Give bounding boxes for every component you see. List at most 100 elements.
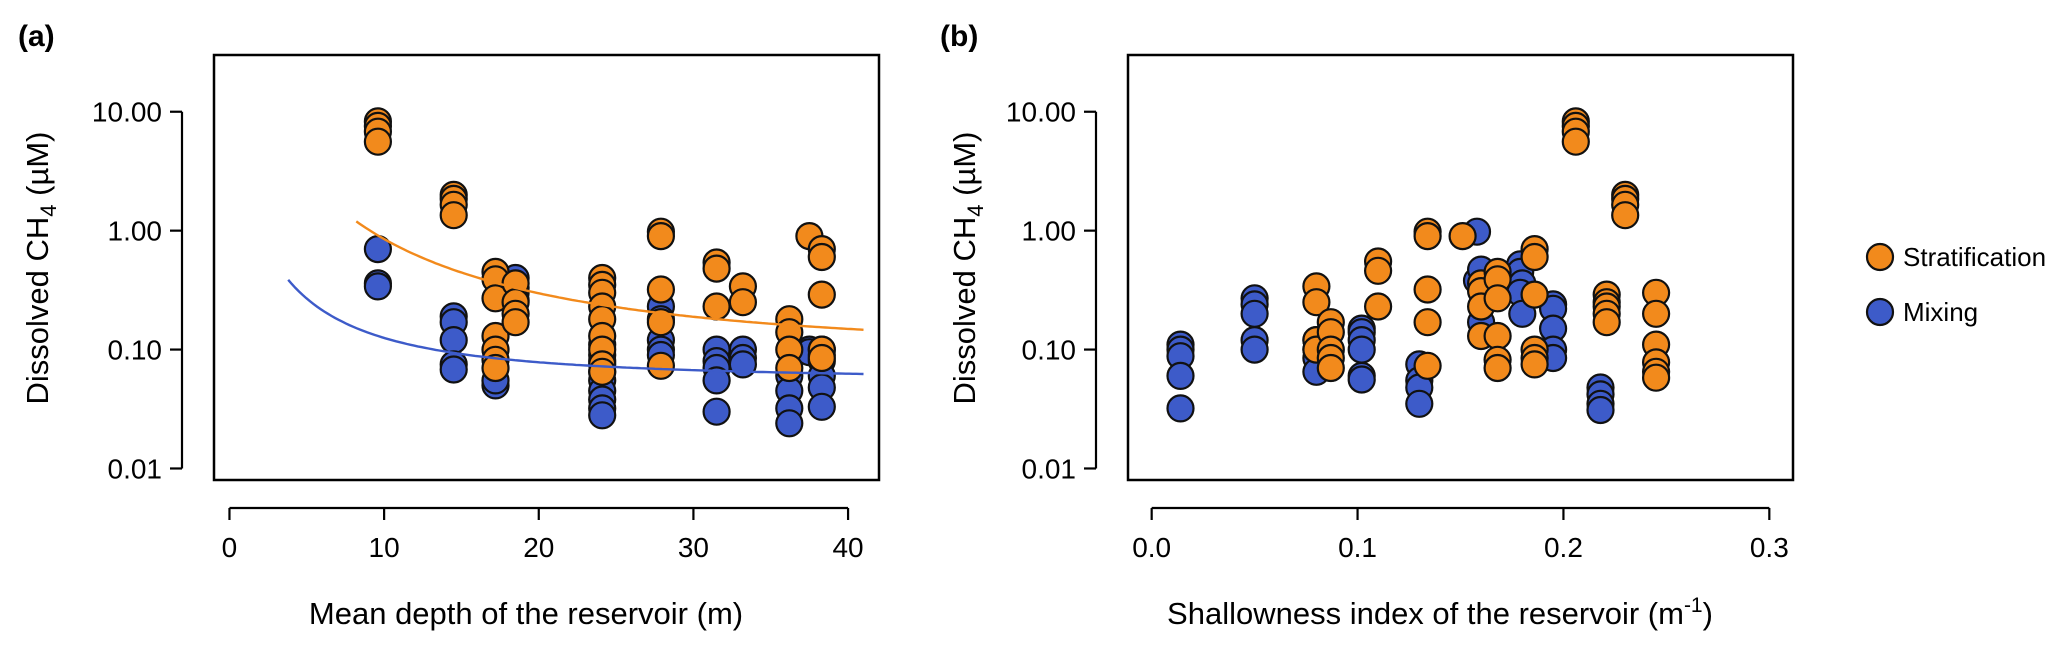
panel-b-point-stratification xyxy=(1363,256,1393,285)
panel-b-point-stratification xyxy=(1316,353,1345,383)
panel-a-point-stratification xyxy=(588,357,617,386)
panel-a-x-axis-label: Mean depth of the reservoir (m) xyxy=(309,596,743,631)
panel-b-point-stratification xyxy=(1641,363,1671,392)
panel-b-point-stratification xyxy=(1483,353,1512,383)
panel-b-point-stratification xyxy=(1302,288,1331,317)
panel-a-x-tick-label: 20 xyxy=(523,532,554,563)
panel-b-point-stratification xyxy=(1363,292,1393,321)
panel-a-fit-line-mixing xyxy=(287,279,864,376)
panel-a-point-stratification xyxy=(439,201,468,230)
panel-b-point-stratification xyxy=(1413,351,1442,380)
panel-a-point-mixing xyxy=(439,326,468,355)
panel-b-y-label-unit: (µM) xyxy=(947,132,982,205)
legend: Stratification Mixing xyxy=(1865,242,2046,327)
panel-a-point-stratification xyxy=(646,308,676,337)
panel-a-point-mixing xyxy=(728,350,758,379)
panel-a-y-label-main: Dissolved CH xyxy=(20,217,55,405)
panel-a-x-tick-label: 10 xyxy=(369,532,400,563)
panel-a-frame xyxy=(212,53,881,482)
panel-b-point-mixing xyxy=(1240,299,1269,328)
panel-a-x-tick-label: 0 xyxy=(222,532,238,563)
panel-a-point-mixing xyxy=(702,397,731,426)
panel-a-axes: 0.01 0.10 1.00 10.00 0 10 20 30 40 xyxy=(92,97,864,563)
panel-b-point-stratification xyxy=(1483,321,1512,351)
panel-a: (a) 0.01 0.10 1.00 10.00 0 10 20 30 40 Mean dept… xyxy=(18,20,881,631)
panel-a-x-tick-label: 30 xyxy=(678,532,709,563)
panel-a-point-stratification xyxy=(363,127,392,156)
panel-b-point-stratification xyxy=(1483,284,1512,313)
panel-a-point-stratification xyxy=(728,288,758,317)
panel-a-point-mixing xyxy=(588,401,617,430)
legend-label-mixing: Mixing xyxy=(1903,297,1978,327)
panel-b-point-mixing xyxy=(1347,365,1376,394)
panel-a-y-axis-label: Dissolved CH4 (µM) xyxy=(20,132,61,405)
panel-b-point-stratification xyxy=(1520,350,1549,379)
panel-b-x-tick-label: 0.0 xyxy=(1132,532,1171,563)
panel-b-label: (b) xyxy=(940,20,978,53)
panel-b-x-tick-label: 0.1 xyxy=(1338,532,1377,563)
panel-a-fit-line-stratification xyxy=(355,220,864,331)
panel-b-x-tick-label: 0.3 xyxy=(1750,532,1789,563)
panel-a-point-mixing xyxy=(363,272,392,301)
panel-a-point-mixing xyxy=(439,355,468,384)
panel-a-point-stratification xyxy=(702,292,731,321)
panel-b-y-tick-label: 0.01 xyxy=(1022,453,1077,484)
panel-b-point-mixing xyxy=(1240,335,1269,364)
panel-a-y-tick-label: 0.10 xyxy=(108,335,163,366)
panel-a-point-mixing xyxy=(807,392,836,421)
legend-marker-stratification xyxy=(1865,242,1895,272)
panel-b-x-label-main: Shallowness index of the reservoir (m xyxy=(1167,596,1684,631)
panel-b-x-label-end: ) xyxy=(1703,596,1713,631)
panel-b-point-stratification xyxy=(1448,222,1477,251)
panel-b-y-tick-label: 1.00 xyxy=(1022,216,1077,247)
panel-a-point-stratification xyxy=(807,343,836,373)
panel-a-point-stratification xyxy=(481,353,510,383)
panel-b-y-tick-label: 10.00 xyxy=(1006,97,1076,128)
panel-a-point-stratification xyxy=(807,280,836,309)
panel-a-plot-area xyxy=(287,107,864,438)
panel-b-point-stratification xyxy=(1413,308,1442,337)
panel-a-label: (a) xyxy=(18,20,55,53)
panel-b-point-stratification xyxy=(1611,201,1640,230)
panel-a-point-mixing xyxy=(702,366,731,395)
panel-b-point-stratification xyxy=(1592,308,1621,337)
panel-b-point-mixing xyxy=(1166,361,1195,390)
panel-a-point-mixing xyxy=(775,409,804,438)
panel-b-y-label-main: Dissolved CH xyxy=(947,217,982,405)
panel-a-point-stratification xyxy=(807,242,836,272)
panel-b-point-stratification xyxy=(1641,299,1671,328)
panel-a-x-tick-label: 40 xyxy=(832,532,863,563)
panel-a-point-stratification xyxy=(646,351,676,380)
panel-b-point-stratification xyxy=(1413,222,1442,251)
panel-a-point-stratification xyxy=(775,353,804,383)
panel-b-x-axis-label: Shallowness index of the reservoir (m-1) xyxy=(1167,594,1713,631)
panel-b: (b) 0.01 0.10 1.00 10.00 0.0 0.1 0.2 0.3 Shallo… xyxy=(940,20,1795,631)
panel-b-point-stratification xyxy=(1520,280,1549,309)
panel-a-point-stratification xyxy=(702,254,731,283)
panel-b-x-tick-label: 0.2 xyxy=(1544,532,1583,563)
panel-a-y-tick-label: 0.01 xyxy=(108,453,163,484)
panel-b-axes: 0.01 0.10 1.00 10.00 0.0 0.1 0.2 0.3 xyxy=(1006,97,1789,563)
panel-b-point-mixing xyxy=(1166,394,1195,423)
panel-b-y-tick-label: 0.10 xyxy=(1022,335,1077,366)
panel-b-plot-area xyxy=(1166,107,1671,425)
panel-a-point-stratification xyxy=(501,308,530,337)
panel-a-y-label-unit: (µM) xyxy=(20,132,55,205)
panel-b-y-label-sub: 4 xyxy=(963,204,988,216)
panel-b-frame xyxy=(1126,53,1795,482)
panel-b-point-mixing xyxy=(1347,335,1376,364)
panel-b-point-mixing xyxy=(1586,395,1615,425)
legend-label-stratification: Stratification xyxy=(1903,242,2046,272)
panel-b-point-stratification xyxy=(1520,242,1549,272)
panel-b-y-axis-label: Dissolved CH4 (µM) xyxy=(947,132,988,405)
panel-b-point-stratification xyxy=(1561,127,1590,156)
panel-a-y-tick-label: 1.00 xyxy=(108,216,163,247)
legend-marker-mixing xyxy=(1865,297,1895,327)
panel-b-point-stratification xyxy=(1413,275,1442,304)
panel-a-y-label-sub: 4 xyxy=(36,204,61,216)
panel-b-x-label-sup: -1 xyxy=(1684,594,1703,617)
panel-a-point-stratification xyxy=(646,222,676,251)
panel-a-point-stratification xyxy=(646,275,676,304)
panel-a-y-tick-label: 10.00 xyxy=(92,97,162,128)
panel-b-point-mixing xyxy=(1405,389,1434,418)
